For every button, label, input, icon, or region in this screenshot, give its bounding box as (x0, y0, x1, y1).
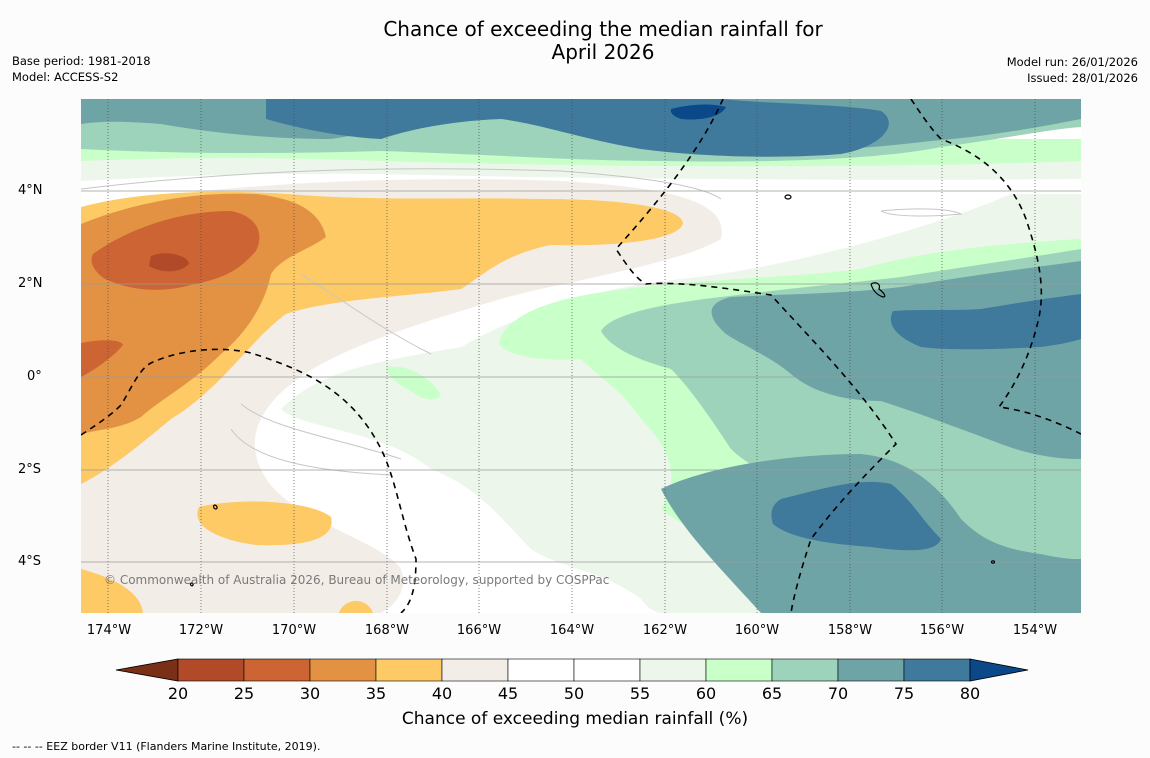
lon-label-174w: 174°W (86, 623, 132, 638)
band-25-30 (91, 211, 260, 290)
colorbar (115, 658, 1029, 682)
base-period: Base period: 1981-2018 (12, 54, 151, 68)
colorbar-cell (837, 658, 905, 682)
title-line-1: Chance of exceeding the median rainfall … (383, 17, 823, 41)
band-75-80 (266, 99, 889, 157)
colorbar-cell (441, 658, 509, 682)
lon-label-170w: 170°W (271, 623, 317, 638)
band-75-80-south (771, 481, 941, 551)
band-60-65-island (386, 366, 441, 400)
colorbar-tick-label: 80 (959, 684, 981, 703)
lon-label-172w: 172°W (178, 623, 224, 638)
band-35-40-south (197, 501, 332, 546)
eez-legend-note: -- -- -- EEZ border V11 (Flanders Marine… (12, 740, 321, 753)
colorbar-tick-label: 75 (893, 684, 915, 703)
lon-label-158w: 158°W (827, 623, 873, 638)
colorbar-tick-label: 30 (299, 684, 321, 703)
model-name: Model: ACCESS-S2 (12, 69, 119, 84)
colorbar-cell (903, 658, 971, 682)
colorbar-cell (507, 658, 575, 682)
lat-label-4s: 4°S (18, 554, 42, 569)
lon-label-154w: 154°W (1012, 623, 1058, 638)
colorbar-cell (177, 658, 245, 682)
colorbar-cell (705, 658, 773, 682)
band-35-40-south-2 (339, 600, 373, 613)
lon-label-156w: 156°W (919, 623, 965, 638)
lon-label-160w: 160°W (734, 623, 780, 638)
band-80-plus (670, 104, 726, 120)
left-metadata: Base period: 1981-2018 Model: ACCESS-S2 (12, 54, 151, 85)
band-25-30-small (81, 340, 123, 377)
map-title: Chance of exceeding the median rainfall … (0, 18, 1150, 64)
colorbar-tick-label: 45 (497, 684, 519, 703)
lon-label-162w: 162°W (642, 623, 688, 638)
colorbar-tick-label: 55 (629, 684, 651, 703)
colorbar-tick-label: 25 (233, 684, 255, 703)
lat-label-0: 0° (27, 369, 42, 384)
model-run: Model run: 26/01/2026 (1006, 55, 1138, 69)
latitude-lines (81, 190, 1081, 563)
colorbar-tick-label: 50 (563, 684, 585, 703)
colorbar-extend-high (969, 658, 1029, 682)
colorbar-cell (243, 658, 311, 682)
islands (189, 194, 996, 587)
colorbar-tick-label: 60 (695, 684, 717, 703)
colorbar-tick-label: 20 (167, 684, 189, 703)
lat-label-2n: 2°N (18, 276, 43, 291)
band-20-25 (149, 253, 189, 272)
rainfall-map: © Commonwealth of Australia 2026, Bureau… (81, 99, 1081, 613)
colorbar-extend-low (115, 658, 179, 682)
colorbar-cell (771, 658, 839, 682)
colorbar-cell (573, 658, 641, 682)
colorbar-tick-label: 35 (365, 684, 387, 703)
copyright-text: © Commonwealth of Australia 2026, Bureau… (104, 573, 609, 587)
colorbar-cell (309, 658, 377, 682)
colorbar-cell (639, 658, 707, 682)
title-line-2: April 2026 (551, 40, 655, 64)
contour-lines (81, 168, 963, 476)
colorbar-label: Chance of exceeding median rainfall (%) (401, 709, 749, 729)
colorbar-tick-label: 40 (431, 684, 453, 703)
lon-label-168w: 168°W (364, 623, 410, 638)
colorbar-tick-label: 65 (761, 684, 783, 703)
lon-label-166w: 166°W (456, 623, 502, 638)
lat-label-2s: 2°S (18, 462, 42, 477)
right-metadata: Model run: 26/01/2026 Issued: 28/01/2026 (1007, 55, 1138, 86)
lon-label-164w: 164°W (549, 623, 595, 638)
colorbar-cell (375, 658, 443, 682)
band-35-40-south-west (81, 569, 143, 613)
issued-date: Issued: 28/01/2026 (1027, 70, 1138, 85)
colorbar-tick-label: 70 (827, 684, 849, 703)
eez-borders (81, 99, 1081, 613)
lat-label-4n: 4°N (18, 183, 43, 198)
